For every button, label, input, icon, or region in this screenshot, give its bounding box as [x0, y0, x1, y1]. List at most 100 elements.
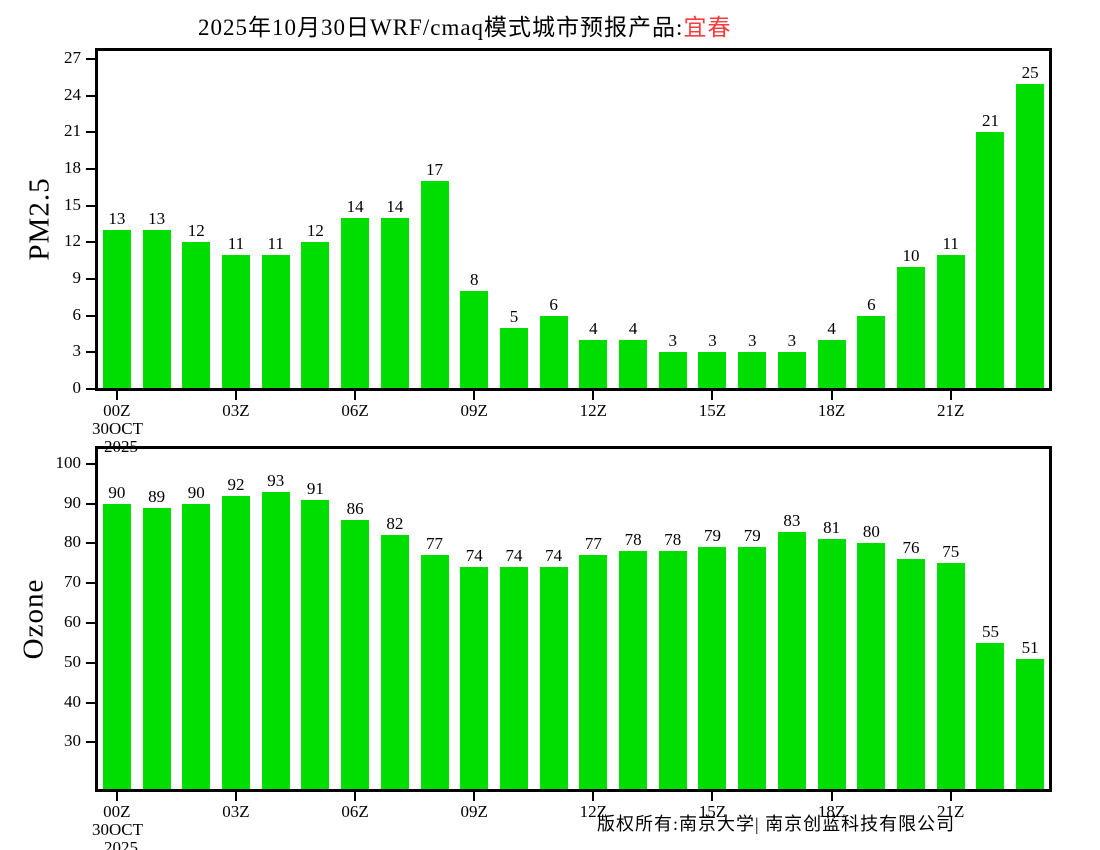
bar	[341, 519, 370, 790]
bar-value-label: 51	[1021, 637, 1039, 657]
y-axis-tick	[86, 278, 95, 281]
x-axis-tick-label: 21Z	[937, 401, 965, 420]
bar	[261, 254, 290, 389]
y-axis-tick-label: 80	[64, 532, 81, 552]
x-axis-tick	[592, 792, 595, 801]
y-axis-tick-label: 30	[64, 731, 81, 751]
bar	[380, 535, 409, 790]
bar	[936, 254, 965, 389]
y-axis-tick-label: 70	[64, 572, 81, 592]
bar	[142, 507, 171, 790]
bar-value-label: 21	[981, 111, 999, 131]
bar-value-label: 82	[386, 514, 404, 534]
bar	[1016, 83, 1045, 389]
bar-value-label: 4	[628, 319, 638, 339]
bar-value-label: 6	[867, 294, 876, 314]
x-axis-tick-label: 00Z	[103, 802, 131, 821]
title-city-name: 宜春	[683, 15, 732, 40]
copyright-text: 版权所有:南京大学| 南京创蓝科技有限公司	[597, 814, 956, 834]
x-axis-tick-label: 03Z	[222, 401, 250, 420]
bar	[698, 547, 727, 790]
x-axis-tick	[592, 391, 595, 400]
bar-value-label: 77	[584, 534, 602, 554]
y-axis-tick	[86, 168, 95, 171]
bar-value-label: 17	[426, 160, 444, 180]
bar	[738, 352, 767, 389]
x-axis-tick-label: 15Z	[698, 401, 727, 420]
y-axis-tick-label: 90	[64, 492, 81, 512]
x-axis-tick-label: 06Z	[341, 401, 369, 420]
bar	[738, 547, 767, 790]
bar-value-label: 3	[787, 331, 797, 351]
y-axis-tick-label: 0	[72, 378, 82, 397]
x-axis-tick-label: 12Z	[579, 401, 608, 420]
y-axis-tick	[86, 131, 95, 134]
bar-value-label: 77	[426, 534, 444, 554]
y-axis-tick-label: 40	[64, 691, 81, 711]
bar	[261, 491, 290, 790]
bar-value-label: 4	[827, 319, 836, 339]
bar	[420, 555, 449, 790]
bar-value-label: 10	[902, 245, 920, 265]
bar-value-label: 25	[1021, 62, 1039, 82]
y-axis-tick	[86, 582, 95, 585]
y-axis-tick-label: 100	[55, 452, 82, 472]
bar	[221, 254, 250, 389]
bar-value-label: 13	[148, 209, 166, 229]
bar	[777, 352, 806, 389]
bar	[499, 327, 528, 389]
x-axis-start-year: 2025	[104, 838, 138, 850]
x-axis-start-date: 30OCT	[92, 419, 143, 438]
bar-value-label: 14	[386, 196, 404, 216]
bar-value-label: 6	[549, 294, 558, 314]
bar-value-label: 12	[187, 221, 205, 241]
bar	[857, 543, 886, 790]
bar	[658, 352, 687, 389]
y-axis-tick-label: 21	[64, 121, 81, 141]
bar	[539, 567, 568, 790]
y-axis-tick	[86, 462, 95, 465]
x-axis-tick	[473, 792, 476, 801]
bar-value-label: 93	[267, 470, 285, 490]
x-axis-tick-label: 18Z	[817, 802, 846, 821]
page-title-text: 2025年10月30日WRF/cmaq模式城市预报产品:	[198, 15, 684, 40]
x-axis-tick	[711, 792, 714, 801]
y-axis-tick	[86, 314, 95, 317]
y-axis-tick-label: 15	[64, 194, 81, 214]
bar-value-label: 81	[823, 518, 841, 538]
x-axis-start-date: 30OCT	[92, 820, 143, 839]
bar-value-label: 13	[108, 209, 126, 229]
bar-value-label: 74	[505, 546, 523, 566]
bar-value-label: 78	[624, 530, 642, 550]
bar-value-label: 79	[703, 526, 721, 546]
y-axis-tick	[86, 241, 95, 244]
y-axis-tick-label: 6	[72, 304, 82, 324]
bar	[460, 567, 489, 790]
bar	[182, 503, 211, 790]
bar	[301, 499, 330, 790]
bar-value-label: 80	[862, 522, 880, 542]
x-axis-tick-label: 12Z	[579, 802, 608, 821]
bar	[380, 217, 409, 389]
x-axis-tick	[473, 391, 476, 400]
y-axis-tick-label: 60	[64, 611, 81, 631]
bar-value-label: 74	[465, 546, 483, 566]
bar	[817, 539, 846, 790]
x-axis-tick	[949, 391, 952, 400]
bar	[619, 551, 648, 790]
y-axis-tick	[86, 621, 95, 624]
y-axis-tick	[86, 58, 95, 61]
x-axis-tick-label: 00Z	[103, 401, 131, 420]
bar-value-label: 89	[148, 486, 166, 506]
x-axis-tick	[830, 391, 833, 400]
x-axis-tick-label: 15Z	[698, 802, 727, 821]
bar-value-label: 12	[306, 221, 324, 241]
bar	[976, 132, 1005, 389]
bar	[301, 242, 330, 389]
bar	[857, 315, 886, 389]
bar	[539, 315, 568, 389]
y-axis-tick	[86, 388, 95, 390]
bar	[102, 230, 131, 389]
y-axis-tick-label: 27	[64, 48, 81, 68]
